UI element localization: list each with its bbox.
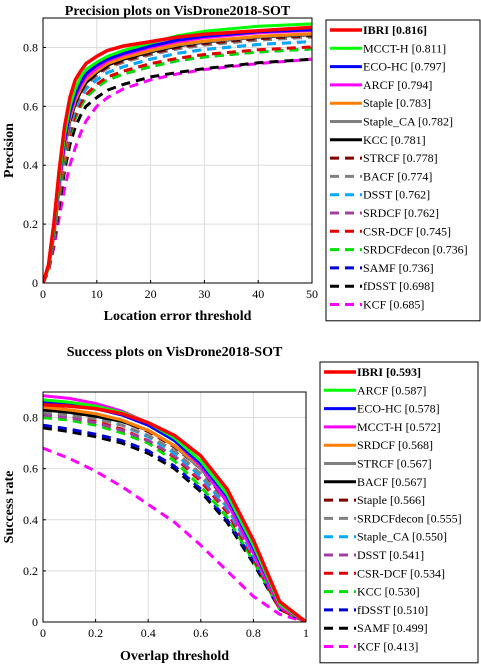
- series-line: [43, 410, 306, 622]
- legend-box: [325, 19, 481, 322]
- y-tick-label: 0.6: [23, 462, 38, 476]
- x-tick-label: 10: [91, 287, 103, 301]
- series-line: [43, 47, 312, 283]
- series-line: [43, 423, 306, 622]
- legend-label: SRDCF [0.568]: [357, 438, 433, 452]
- legend-label: ECO-HC [0.578]: [357, 402, 440, 416]
- series-line: [43, 45, 312, 283]
- x-axis-label: Location error threshold: [104, 309, 252, 324]
- legend-label: fDSST [0.698]: [363, 279, 434, 293]
- series-line: [43, 446, 306, 622]
- x-tick-label: 0: [40, 287, 46, 301]
- legend-label: SRDCFdecon [0.555]: [357, 511, 462, 525]
- y-tick-label: 0.8: [23, 411, 38, 425]
- legend-box: [319, 361, 479, 664]
- x-tick-label: 0.2: [88, 626, 103, 640]
- legend-label: Staple_CA [0.550]: [357, 530, 447, 544]
- legend-label: KCC [0.781]: [363, 133, 426, 147]
- y-tick-label: 0.2: [23, 564, 38, 578]
- x-tick-label: 0.6: [193, 626, 208, 640]
- legend-label: DSST [0.541]: [357, 548, 424, 562]
- legend-label: SAMF [0.499]: [357, 621, 428, 635]
- y-axis-label: Success rate: [2, 471, 17, 544]
- legend: IBRI [0.816] MCCT-H [0.811] ECO-HC [0.797]…: [325, 19, 481, 322]
- y-tick-label: 0: [32, 276, 38, 290]
- x-tick-label: 50: [306, 287, 318, 301]
- chart-title: Precision plots on VisDrone2018-SOT: [65, 4, 291, 19]
- x-tick-label: 1: [303, 626, 309, 640]
- legend-label: KCF [0.413]: [357, 640, 418, 654]
- legend-label: fDSST [0.510]: [357, 603, 428, 617]
- legend-label: STRCF [0.778]: [363, 151, 438, 165]
- legend-label: STRCF [0.567]: [357, 457, 432, 471]
- legend-label: DSST [0.762]: [363, 188, 430, 202]
- x-tick-label: 0.8: [246, 626, 261, 640]
- y-tick-label: 0: [32, 615, 38, 629]
- legend-label: BACF [0.567]: [357, 475, 426, 489]
- legend-label: KCF [0.685]: [363, 298, 424, 312]
- legend-label: IBRI [0.816]: [363, 23, 427, 37]
- series-line: [43, 403, 306, 622]
- legend-label: CSR-DCF [0.534]: [357, 566, 445, 580]
- series-line: [43, 57, 312, 283]
- legend-label: Staple [0.783]: [363, 96, 431, 110]
- series-line: [43, 25, 312, 283]
- legend-label: ARCF [0.794]: [363, 78, 432, 92]
- legend-label: IBRI [0.593]: [357, 365, 421, 379]
- chart-title: Success plots on VisDrone2018-SOT: [67, 345, 283, 360]
- y-tick-label: 0.8: [23, 40, 38, 54]
- legend-label: SRDCFdecon [0.736]: [363, 243, 468, 257]
- legend-label: Staple [0.566]: [357, 493, 425, 507]
- series-lines: [43, 22, 312, 283]
- y-tick-label: 0.4: [23, 513, 38, 527]
- legend-label: ECO-HC [0.797]: [363, 60, 446, 74]
- series-lines: [43, 394, 306, 622]
- x-tick-label: 40: [252, 287, 264, 301]
- legend: IBRI [0.593] ARCF [0.587] ECO-HC [0.578] MC…: [319, 361, 479, 664]
- plot-frame: [42, 17, 313, 284]
- chart-1: Precision plots on VisDrone2018-SOT 0 10 20…: [2, 4, 481, 324]
- legend-label: ARCF [0.587]: [357, 383, 426, 397]
- x-tick-label: 0.4: [141, 626, 156, 640]
- y-axis-label: Precision: [2, 123, 17, 178]
- legend-label: BACF [0.774]: [363, 169, 432, 183]
- x-axis-label: Overlap threshold: [120, 649, 229, 664]
- x-tick-label: 0: [40, 626, 46, 640]
- x-tick-label: 30: [198, 287, 210, 301]
- legend-label: SAMF [0.736]: [363, 261, 434, 275]
- series-line: [43, 410, 306, 622]
- legend-label: MCCT-H [0.572]: [357, 420, 441, 434]
- y-tick-label: 0.4: [23, 158, 38, 172]
- chart-2: Success plots on VisDrone2018-SOT 0 0.2 0.4…: [2, 345, 479, 664]
- x-tick-label: 20: [145, 287, 157, 301]
- legend-label: CSR-DCF [0.745]: [363, 224, 451, 238]
- legend-label: KCC [0.530]: [357, 585, 420, 599]
- legend-label: MCCT-H [0.811]: [363, 41, 446, 55]
- y-tick-label: 0.2: [23, 217, 38, 231]
- y-tick-label: 0.6: [23, 99, 38, 113]
- legend-label: SRDCF [0.762]: [363, 206, 439, 220]
- plot-frame: [42, 391, 307, 623]
- series-line: [43, 426, 306, 622]
- legend-label: Staple_CA [0.782]: [363, 115, 453, 129]
